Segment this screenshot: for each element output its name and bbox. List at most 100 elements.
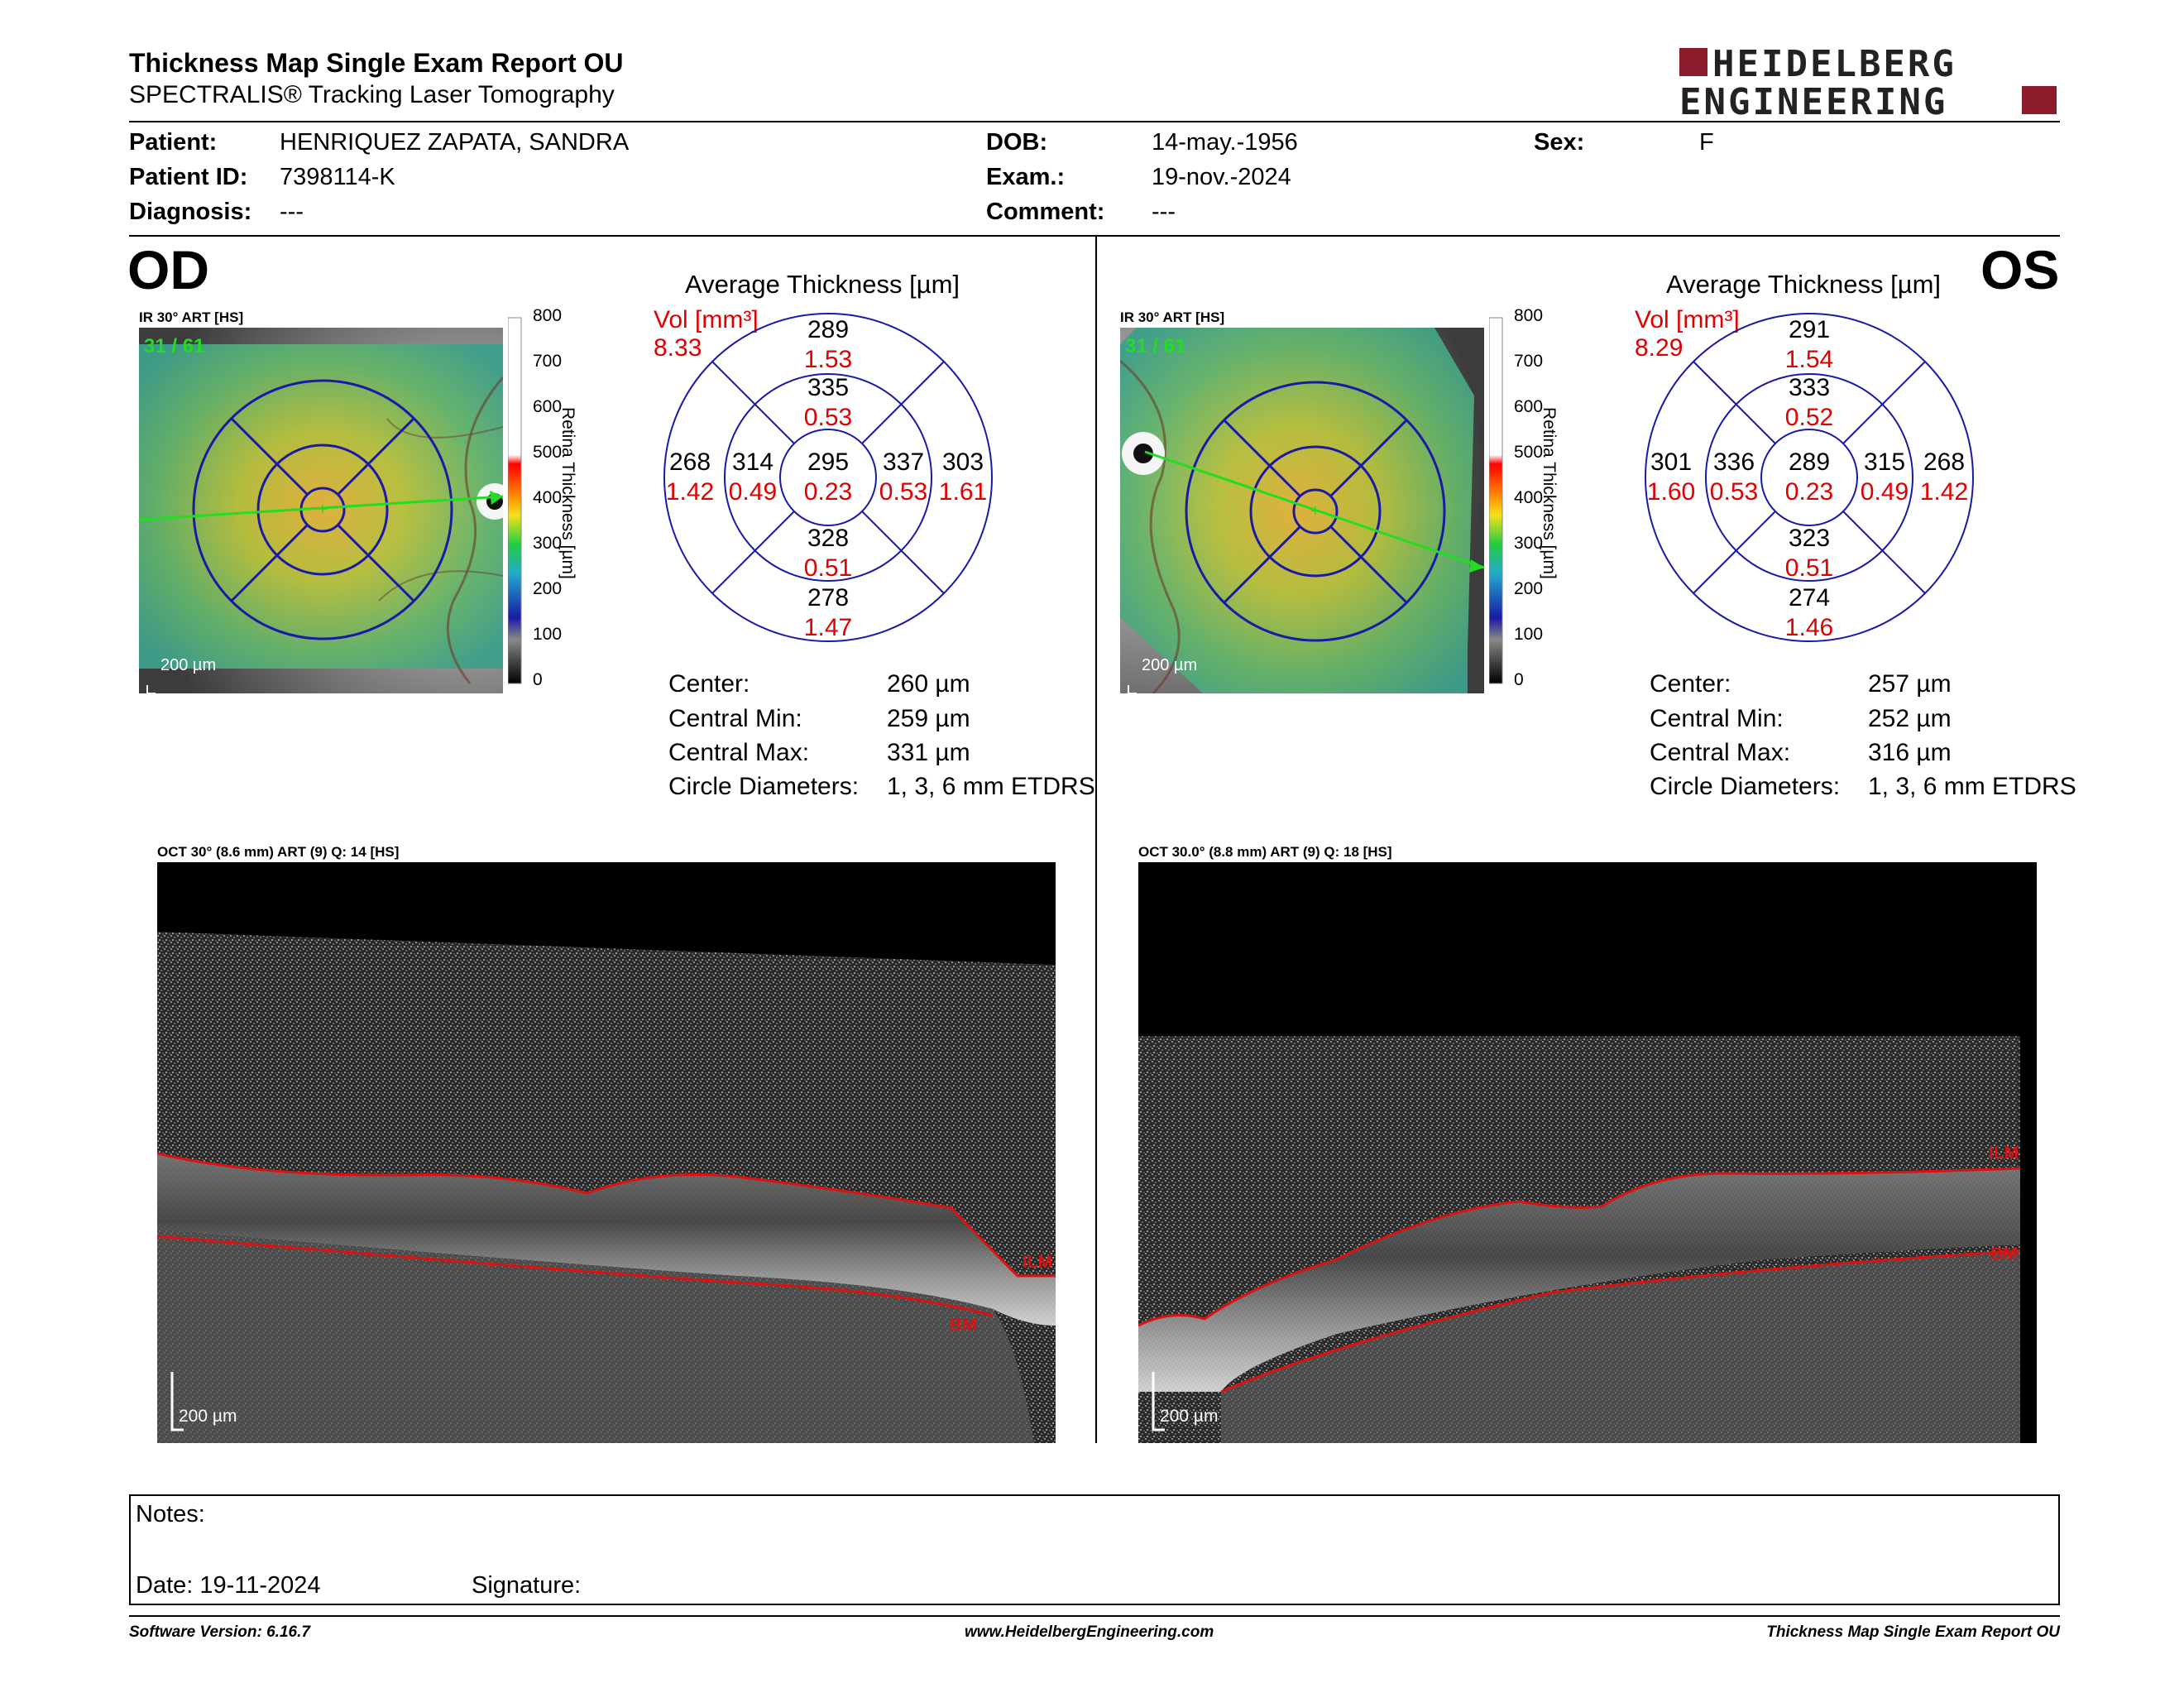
od-tick: 400 xyxy=(533,488,563,507)
os-inner-superior-volume: 0.52 xyxy=(1785,404,1833,431)
os-bm-label: BM xyxy=(1990,1244,2018,1264)
os-tick: 200 xyxy=(1514,579,1544,598)
od-center-thickness: 295 xyxy=(807,448,849,476)
od-choroid xyxy=(157,1230,1034,1443)
os-inner-inferior-volume: 0.51 xyxy=(1785,554,1833,582)
os-thickness-overlay xyxy=(1120,328,1474,693)
os-tick: 600 xyxy=(1514,397,1544,416)
od-outer-inferior-volume: 1.47 xyxy=(804,614,852,641)
os-ir-label: IR 30° ART [HS] xyxy=(1120,309,1225,325)
od-thickness-map: + 31 / 61 200 µm xyxy=(139,328,503,693)
os-tick: 800 xyxy=(1514,306,1544,325)
os-center-volume: 0.23 xyxy=(1785,478,1833,506)
od-tick: 700 xyxy=(533,352,563,371)
od-etdrs-grid xyxy=(192,379,453,640)
notes-box[interactable]: Notes: Date: 19-11-2024 Signature: xyxy=(129,1494,2060,1605)
od-average-thickness-title: Average Thickness [µm] xyxy=(685,270,960,299)
od-colorbar-ticks: 800 700 600 500 400 300 200 100 0 xyxy=(524,306,574,695)
exam-value: 19-nov.-2024 xyxy=(1152,164,1291,190)
od-center-value: 260 µm xyxy=(887,670,970,698)
os-oct-label: OCT 30.0° (8.8 mm) ART (9) Q: 18 [HS] xyxy=(1138,844,1392,860)
od-tick: 800 xyxy=(533,306,563,325)
footer-divider xyxy=(129,1615,2060,1617)
os-inner-right-volume: 0.49 xyxy=(1861,478,1909,506)
od-vessel xyxy=(446,376,503,684)
od-etdrs-rings xyxy=(663,313,993,642)
os-colorbar xyxy=(1489,317,1503,684)
od-inner-inferior-thickness: 328 xyxy=(807,525,849,552)
od-inner-left-thickness: 314 xyxy=(732,448,774,476)
notes-label: Notes: xyxy=(136,1501,205,1527)
dob-value: 14-may.-1956 xyxy=(1152,129,1298,156)
od-tick: 600 xyxy=(533,397,563,416)
os-volume-total: 8.29 xyxy=(1635,334,1684,362)
header-divider xyxy=(129,121,2060,122)
os-circle-diameters-label: Circle Diameters: xyxy=(1650,773,1841,800)
signature-label: Signature: xyxy=(472,1572,582,1599)
os-frame-count: 31 / 61 xyxy=(1125,335,1185,357)
os-tick: 0 xyxy=(1514,670,1524,689)
os-center-value: 257 µm xyxy=(1868,670,1952,698)
od-ir-label: IR 30° ART [HS] xyxy=(139,309,244,325)
os-inner-left-thickness: 336 xyxy=(1713,448,1755,476)
os-outer-inferior-volume: 1.46 xyxy=(1785,614,1833,641)
software-version: Software Version: 6.16.7 xyxy=(129,1623,310,1641)
os-tick: 300 xyxy=(1514,534,1544,553)
od-bm-line xyxy=(157,1235,994,1317)
od-circle-diameters-value: 1, 3, 6 mm ETDRS xyxy=(887,773,1095,800)
os-choroid xyxy=(1221,1249,2020,1443)
od-scan-arrow xyxy=(490,491,503,505)
os-ilm-label: ILM xyxy=(1989,1144,2019,1163)
os-etdrs-grid xyxy=(1185,381,1446,642)
logo-square-top xyxy=(1679,48,1707,76)
od-scale-bar xyxy=(146,685,156,693)
os-bm-line xyxy=(1220,1249,2021,1393)
logo-line-1: HEIDELBERG xyxy=(1712,45,1956,85)
os-outer-right-volume: 1.42 xyxy=(1920,478,1968,506)
os-oct-bscan: ILM BM 200 µm xyxy=(1138,862,2037,1443)
os-average-thickness-title: Average Thickness [µm] xyxy=(1666,270,1942,299)
patient-name: HENRIQUEZ ZAPATA, SANDRA xyxy=(280,129,630,156)
patient-id-label: Patient ID: xyxy=(129,164,248,190)
dob-label: DOB: xyxy=(986,129,1048,156)
os-inner-inferior-thickness: 323 xyxy=(1789,525,1830,552)
od-inner-superior-thickness: 335 xyxy=(807,374,849,401)
od-thickness-overlay xyxy=(139,344,503,669)
os-outer-inferior-thickness: 274 xyxy=(1789,584,1830,611)
diagnosis-label: Diagnosis: xyxy=(129,199,252,225)
os-vessel xyxy=(1120,359,1181,693)
od-inner-right-volume: 0.53 xyxy=(879,478,927,506)
website-link[interactable]: www.HeidelbergEngineering.com xyxy=(965,1623,1214,1641)
os-scale-bar xyxy=(1128,685,1137,693)
comment-value: --- xyxy=(1152,199,1176,225)
os-colorbar-axis-label: Retina Thickness [µm] xyxy=(1540,407,1559,579)
os-outer-left-volume: 1.60 xyxy=(1647,478,1695,506)
heidelberg-logo: HEIDELBERG ENGINEERING xyxy=(1679,45,2057,119)
os-tick: 400 xyxy=(1514,488,1544,507)
od-outer-superior-thickness: 289 xyxy=(807,316,849,343)
logo-line-2: ENGINEERING xyxy=(1679,81,1947,119)
od-vessel xyxy=(378,570,503,602)
comment-label: Comment: xyxy=(986,199,1105,225)
os-optic-cup xyxy=(1133,444,1153,463)
os-tick: 700 xyxy=(1514,352,1544,371)
od-oct-scale-label: 200 µm xyxy=(179,1407,237,1426)
sex-value: F xyxy=(1699,129,1714,156)
os-retina-layers xyxy=(1138,1168,2020,1392)
od-retina-layers xyxy=(157,1153,1056,1326)
od-etdrs-chart: 289 1.53 335 0.53 295 0.23 314 0.49 337 … xyxy=(663,313,993,642)
exam-label: Exam.: xyxy=(986,164,1066,190)
od-outer-left-thickness: 268 xyxy=(669,448,711,476)
od-outer-inferior-thickness: 278 xyxy=(807,584,849,611)
os-eye-label: OS xyxy=(1980,239,2060,300)
od-bm-label: BM xyxy=(950,1316,977,1335)
od-volume-label: Vol [mm³] xyxy=(654,306,759,333)
od-inner-left-volume: 0.49 xyxy=(729,478,777,506)
os-colorbar-ticks: 800 700 600 500 400 300 200 100 0 xyxy=(1506,306,1555,695)
od-ilm-line xyxy=(157,1152,1056,1278)
od-outer-superior-volume: 1.53 xyxy=(804,346,852,373)
od-ilm-label: ILM xyxy=(1023,1253,1052,1272)
os-thickness-map: + 31 / 61 200 µm xyxy=(1120,328,1484,693)
od-oct-bscan: ILM BM 200 µm xyxy=(157,862,1056,1443)
diagnosis-value: --- xyxy=(280,199,304,225)
